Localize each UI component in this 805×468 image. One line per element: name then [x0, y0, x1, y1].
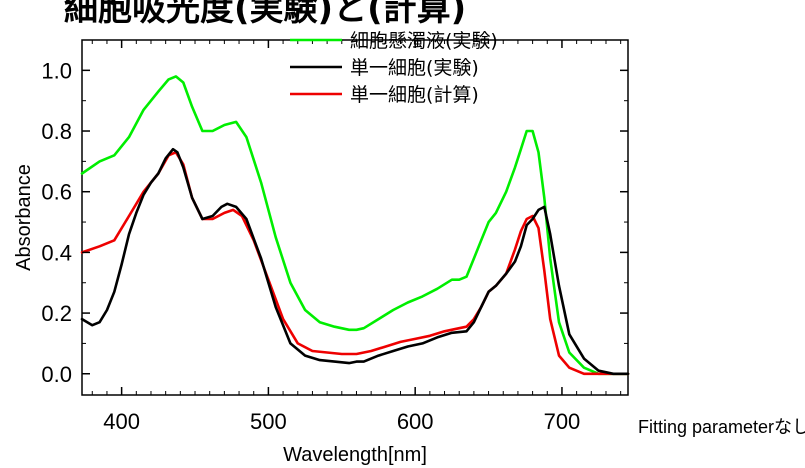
- y-tick-label: 0.6: [41, 180, 72, 205]
- series-line-1: [80, 75, 630, 376]
- y-tick-label: 0.8: [41, 119, 72, 144]
- chart-title: 細胞吸光度(実験)と(計算): [64, 0, 466, 29]
- x-tick-label: 400: [103, 409, 140, 434]
- y-tick-label: 0.2: [41, 301, 72, 326]
- y-tick-label: 0.4: [41, 240, 72, 265]
- x-tick-label: 500: [250, 409, 287, 434]
- series-line-2: [80, 147, 630, 376]
- series-layer: [80, 75, 630, 376]
- legend-label-3: 単一細胞(計算): [350, 84, 479, 106]
- x-axis-label: Wavelength[nm]: [283, 444, 427, 466]
- y-tick-label: 1.0: [41, 58, 72, 83]
- x-tick-label: 700: [544, 409, 581, 434]
- plot-frame: [81, 39, 629, 396]
- fitting-note: Fitting parameterなし: [638, 417, 805, 437]
- series-line-3: [80, 151, 630, 376]
- y-tick-label: 0.0: [41, 362, 72, 387]
- legend: 細胞懸濁液(実験) 単一細胞(実験) 単一細胞(計算): [290, 30, 498, 106]
- y-axis-label: Absorbance: [13, 164, 35, 271]
- legend-label-2: 単一細胞(実験): [350, 57, 479, 79]
- legend-label-1: 細胞懸濁液(実験): [350, 30, 498, 52]
- axis-layer: 0.0 0.2 0.4 0.6 0.8 1.0 400 500 600 700: [41, 39, 628, 434]
- x-tick-label: 600: [397, 409, 434, 434]
